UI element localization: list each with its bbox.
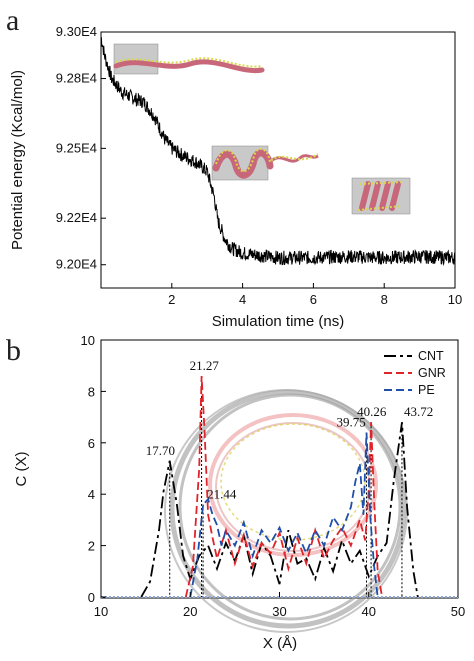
ring-overlay-icon xyxy=(164,389,408,633)
nanostructure-inset-icon xyxy=(113,43,265,75)
legend-label-pe: PE xyxy=(418,383,435,397)
panel-b-y-tick-label: 8 xyxy=(88,384,95,399)
legend-label-gnr: GNR xyxy=(418,366,446,380)
panel-b-y-tick-label: 6 xyxy=(88,436,95,451)
panel-b-y-tick-label: 0 xyxy=(88,590,95,605)
panel-a-x-tick-label: 8 xyxy=(381,292,388,307)
series-line-cnt xyxy=(140,422,419,598)
nanostructure-inset-icon xyxy=(211,145,319,181)
panel-b-y-tick-label: 10 xyxy=(81,333,95,348)
panel-a-frame xyxy=(100,31,456,289)
panel-a-y-tick-label: 9.25E4 xyxy=(56,140,97,155)
panel-a-x-axis-label: Simulation time (ns) xyxy=(212,313,345,330)
panel-a-x-tick-label: 4 xyxy=(239,292,246,307)
panel-a-x-tick-label: 2 xyxy=(168,292,175,307)
panel-a-y-tick-label: 9.28E4 xyxy=(56,71,97,86)
peak-annotation: 40.26 xyxy=(357,404,387,419)
panel-a-chart: 2 4 6 8 10 9.20E4 9.22E4 9.25E4 9.28E4 9.30E4 Si… xyxy=(9,24,462,330)
panel-a-y-tick-label: 9.22E4 xyxy=(56,210,97,225)
panel-b-letter: b xyxy=(6,334,21,367)
panel-b-x-tick-label: 10 xyxy=(94,604,108,619)
peak-annotation: 17.70 xyxy=(146,443,175,458)
panel-a-letter: a xyxy=(6,4,19,37)
panel-a-y-axis-label: Potential energy (Kcal/mol) xyxy=(9,70,26,250)
panel-a-x-tick-label: 6 xyxy=(310,292,317,307)
panel-b-x-tick-label: 40 xyxy=(362,604,376,619)
series-line-gnr xyxy=(184,375,383,598)
panel-a-x-tick-label: 10 xyxy=(448,292,462,307)
peak-annotation: 21.44 xyxy=(207,486,237,501)
panel-b-x-tick-label: 30 xyxy=(272,604,286,619)
panel-b-y-tick-label: 2 xyxy=(88,539,95,554)
series-line-pe xyxy=(189,432,379,598)
panel-b-frame xyxy=(100,339,459,599)
legend-label-cnt: CNT xyxy=(418,349,444,363)
panel-a-insets xyxy=(113,43,411,215)
panel-a-y-tick-label: 9.30E4 xyxy=(56,24,97,39)
peak-annotation: 39.75 xyxy=(337,415,366,430)
panel-b-x-tick-label: 50 xyxy=(451,604,465,619)
energy-series-line xyxy=(100,36,456,267)
panel-b-legend: CNT GNR PE xyxy=(384,349,446,397)
peak-annotation: 21.27 xyxy=(190,358,220,373)
peak-annotation: 43.72 xyxy=(404,404,433,419)
nanostructure-inset-icon xyxy=(351,177,411,215)
panel-b-y-tick-label: 4 xyxy=(88,487,95,502)
panel-a-y-tick-label: 9.20E4 xyxy=(56,257,97,272)
panel-b-x-axis-label: X (Å) xyxy=(263,635,297,652)
panel-b-y-axis-label: C (X) xyxy=(13,452,30,487)
panel-b-x-tick-label: 20 xyxy=(183,604,197,619)
